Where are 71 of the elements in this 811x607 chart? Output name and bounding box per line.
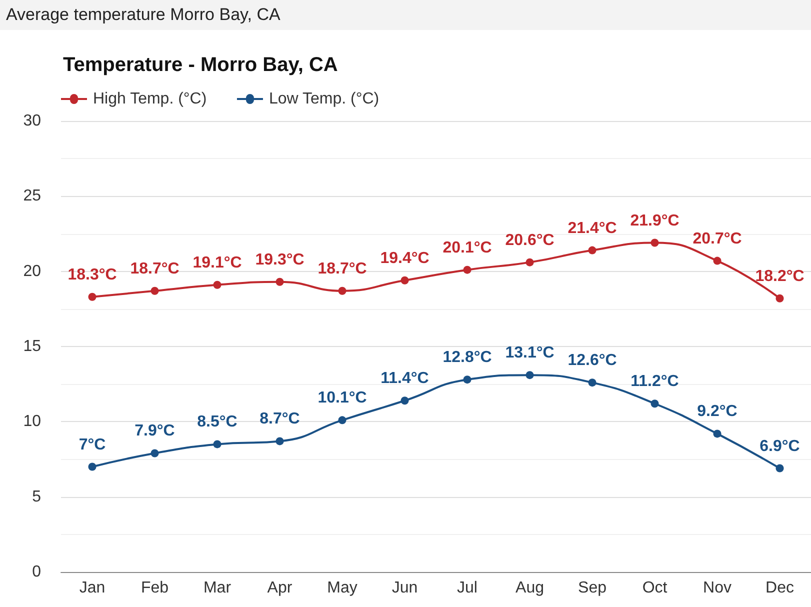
x-tick-label: Mar	[203, 580, 232, 596]
point	[526, 371, 534, 380]
data-label: 18.2°C	[755, 268, 805, 285]
data-label: 11.2°C	[630, 373, 680, 390]
x-tick-label: Aug	[516, 580, 544, 596]
point	[88, 292, 96, 301]
y-tick-label: 10	[23, 413, 42, 430]
data-label: 18.3°C	[68, 266, 118, 284]
x-tick-label: Apr	[267, 580, 293, 596]
point	[776, 464, 784, 472]
data-label: 19.4°C	[380, 250, 430, 267]
x-tick-label: Oct	[642, 580, 668, 596]
data-label: 20.7°C	[692, 230, 742, 248]
chart-title: Temperature - Morro Bay, CA	[63, 54, 338, 76]
text: Average temperature Morro Bay, CA	[6, 5, 281, 24]
point	[650, 400, 659, 408]
y-tick-label: 5	[32, 488, 42, 506]
x-tick-label: Feb	[140, 580, 169, 596]
y-tick-label: 0	[32, 564, 42, 580]
data-label: 11.4°C	[380, 370, 430, 388]
point	[213, 440, 222, 448]
data-label: 13.1°C	[505, 344, 555, 362]
point	[650, 238, 659, 247]
data-label: 21.9°C	[630, 212, 680, 230]
data-label: 9.2°C	[697, 403, 738, 420]
data-label: 21.4°C	[568, 220, 618, 237]
data-label: 12.8°C	[442, 349, 492, 366]
x-tick-label: May	[327, 580, 358, 596]
point	[276, 437, 284, 446]
data-label: 19.1°C	[192, 254, 242, 272]
data-label: 12.6°C	[568, 352, 618, 370]
point	[713, 430, 722, 438]
y-tick-label: 25	[23, 188, 42, 205]
point	[400, 276, 409, 284]
x-tick-label: Sep	[578, 580, 607, 596]
point	[713, 256, 722, 265]
y-tick-label: 15	[23, 338, 42, 355]
data-label: 8.7°C	[260, 410, 300, 428]
data-label: 10.1°C	[318, 390, 368, 407]
data-label: 18.7°C	[130, 260, 180, 278]
point	[213, 280, 222, 289]
data-label: 6.9°C	[760, 438, 800, 455]
x-tick-label: Nov	[703, 580, 732, 596]
data-label: 7°C	[78, 436, 106, 454]
data-label: 19.3°C	[255, 251, 305, 268]
point	[150, 286, 159, 295]
data-label: 20.6°C	[505, 232, 555, 249]
point	[463, 376, 472, 384]
point	[588, 378, 596, 387]
point	[338, 286, 346, 295]
point	[588, 246, 596, 254]
x-tick-label: Jan	[79, 580, 106, 596]
y-tick-label: 20	[23, 262, 42, 280]
data-label: 20.1°C	[442, 239, 492, 256]
legend-label: Low Temp. (°C)	[268, 90, 380, 108]
point	[338, 416, 346, 424]
x-tick-label: Dec	[766, 580, 794, 596]
data-label: 7.9°C	[134, 422, 176, 440]
point	[463, 266, 472, 274]
point	[400, 396, 409, 405]
data-label: 18.7°C	[318, 260, 368, 278]
x-tick-label: Jul	[457, 580, 478, 596]
x-tick-label: Jun	[392, 580, 418, 596]
point	[526, 258, 534, 266]
y-tick-label: 30	[23, 112, 42, 130]
point	[88, 462, 96, 471]
point	[276, 278, 284, 286]
data-label: 8.5°C	[197, 414, 238, 431]
legend-label: High Temp. (°C)	[93, 90, 207, 108]
point	[150, 449, 159, 458]
point	[776, 294, 784, 302]
